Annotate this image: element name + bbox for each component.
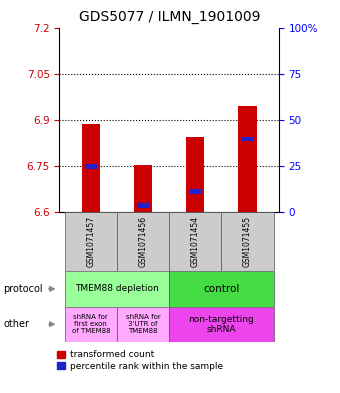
Bar: [82, 125, 100, 212]
Text: GSM1071454: GSM1071454: [191, 216, 200, 267]
Text: shRNA for
first exon
of TMEM88: shRNA for first exon of TMEM88: [71, 314, 110, 334]
Bar: [169, 271, 274, 307]
Bar: [169, 212, 221, 271]
Bar: [65, 271, 169, 307]
Bar: [242, 137, 253, 141]
Text: GDS5077 / ILMN_1901009: GDS5077 / ILMN_1901009: [79, 10, 261, 24]
Text: TMEM88 depletion: TMEM88 depletion: [75, 285, 159, 293]
Bar: [238, 106, 257, 212]
Text: GSM1071456: GSM1071456: [138, 216, 148, 267]
Bar: [137, 203, 149, 208]
Bar: [65, 212, 117, 271]
Text: non-targetting
shRNA: non-targetting shRNA: [188, 314, 254, 334]
Bar: [134, 165, 152, 212]
Legend: transformed count, percentile rank within the sample: transformed count, percentile rank withi…: [57, 350, 223, 371]
Bar: [169, 307, 274, 342]
Text: GSM1071457: GSM1071457: [86, 216, 95, 267]
Text: shRNA for
3'UTR of
TMEM88: shRNA for 3'UTR of TMEM88: [126, 314, 160, 334]
Bar: [186, 137, 204, 212]
Bar: [65, 307, 117, 342]
Bar: [117, 212, 169, 271]
Bar: [117, 307, 169, 342]
Text: other: other: [3, 319, 29, 329]
Text: protocol: protocol: [3, 284, 43, 294]
Text: control: control: [203, 284, 240, 294]
Bar: [189, 189, 201, 194]
Bar: [221, 212, 274, 271]
Bar: [85, 164, 97, 169]
Text: GSM1071455: GSM1071455: [243, 216, 252, 267]
